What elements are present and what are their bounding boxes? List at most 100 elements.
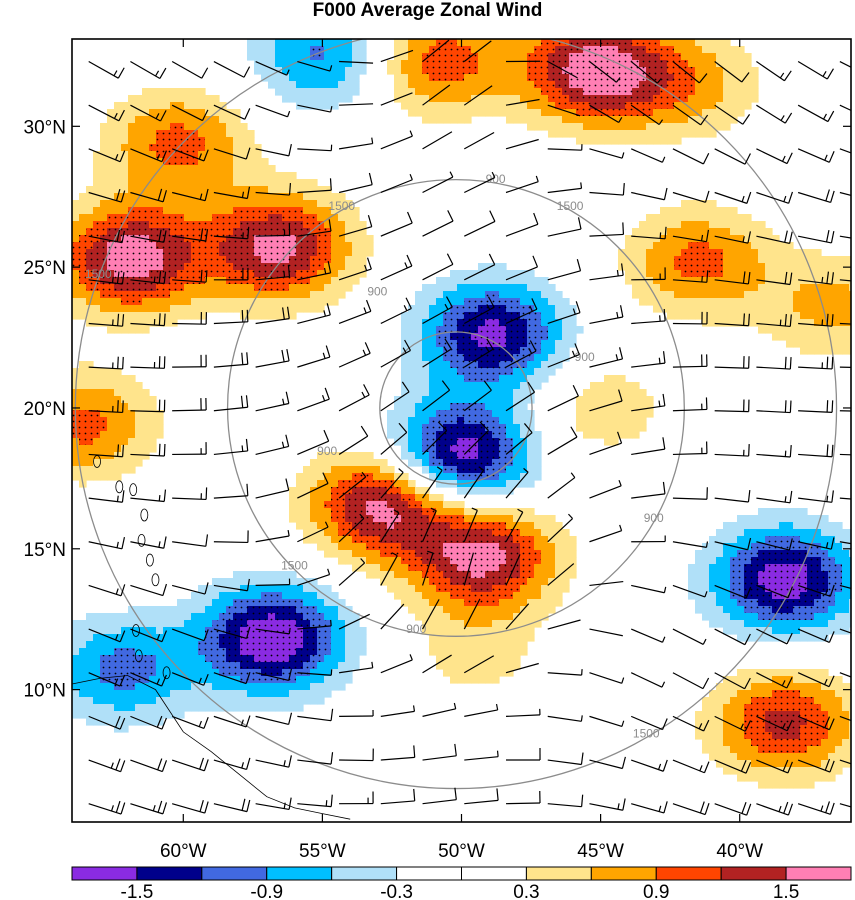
field-cell [198,165,206,173]
field-cell [114,375,122,383]
field-cell [688,130,696,138]
field-cell [429,620,437,628]
field-cell [177,193,185,201]
field-cell [163,676,171,684]
field-cell [513,95,521,103]
field-cell [261,53,269,61]
field-cell [716,46,724,54]
field-cell [394,431,402,439]
field-cell [604,438,612,446]
field-cell [506,403,514,411]
field-cell [100,641,108,649]
field-cell [716,312,724,320]
field-cell [261,158,269,166]
field-cell [793,522,801,530]
field-cell [443,648,451,656]
field-cell [807,669,815,677]
field-cell [485,67,493,75]
field-cell [506,641,514,649]
field-cell [695,53,703,61]
field-cell [702,74,710,82]
field-cell [408,354,416,362]
field-cell [142,102,150,110]
field-cell [772,249,780,257]
field-cell [394,417,402,425]
field-cell [184,186,192,194]
field-cell [324,515,332,523]
field-cell [422,389,430,397]
field-cell [324,60,332,68]
field-cell [527,599,535,607]
field-cell [443,592,451,600]
field-cell [709,74,717,82]
field-cell [674,207,682,215]
field-cell [625,256,633,264]
field-cell [100,613,108,621]
field-cell [639,417,647,425]
field-cell [702,284,710,292]
field-cell [835,522,843,530]
field-cell [289,179,297,187]
field-cell [569,312,577,320]
field-cell [114,389,122,397]
field-cell [849,529,851,537]
field-cell [331,46,339,54]
field-cell [184,613,192,621]
field-cell [142,158,150,166]
field-cell [758,669,766,677]
field-cell [450,375,458,383]
field-cell [534,116,542,124]
field-cell [205,123,213,131]
field-cell [513,508,521,516]
field-cell [646,291,654,299]
field-cell [618,417,626,425]
field-cell [394,585,402,593]
field-cell [695,214,703,222]
field-cell [653,130,661,138]
field-cell [408,403,416,411]
field-cell [842,305,850,313]
field-cell [191,172,199,180]
field-cell [667,242,675,250]
field-cell [513,39,521,47]
field-cell [401,473,409,481]
field-cell [142,137,150,145]
field-cell [667,277,675,285]
field-cell [737,543,745,551]
field-cell [751,312,759,320]
field-cell [814,340,822,348]
field-cell [100,634,108,642]
field-cell [254,578,262,586]
field-cell [261,46,269,54]
field-cell [765,529,773,537]
field-cell [114,179,122,187]
field-cell [289,284,297,292]
field-cell [415,613,423,621]
field-cell [240,312,248,320]
field-cell [513,277,521,285]
field-cell [415,88,423,96]
field-cell [324,263,332,271]
field-cell [828,536,836,544]
field-cell [443,361,451,369]
field-cell [142,165,150,173]
field-cell [548,361,556,369]
field-cell [72,207,80,215]
field-cell [723,249,731,257]
field-cell [275,39,283,47]
field-cell [114,641,122,649]
field-cell [765,298,773,306]
field-cell [793,298,801,306]
field-cell [527,123,535,131]
field-cell [240,186,248,194]
field-cell [835,277,843,285]
field-cell [72,459,80,467]
field-cell [513,599,521,607]
field-cell [72,221,80,229]
field-cell [632,389,640,397]
field-cell [394,564,402,572]
field-cell [261,193,269,201]
field-cell [422,613,430,621]
field-cell [646,403,654,411]
field-cell [674,130,682,138]
